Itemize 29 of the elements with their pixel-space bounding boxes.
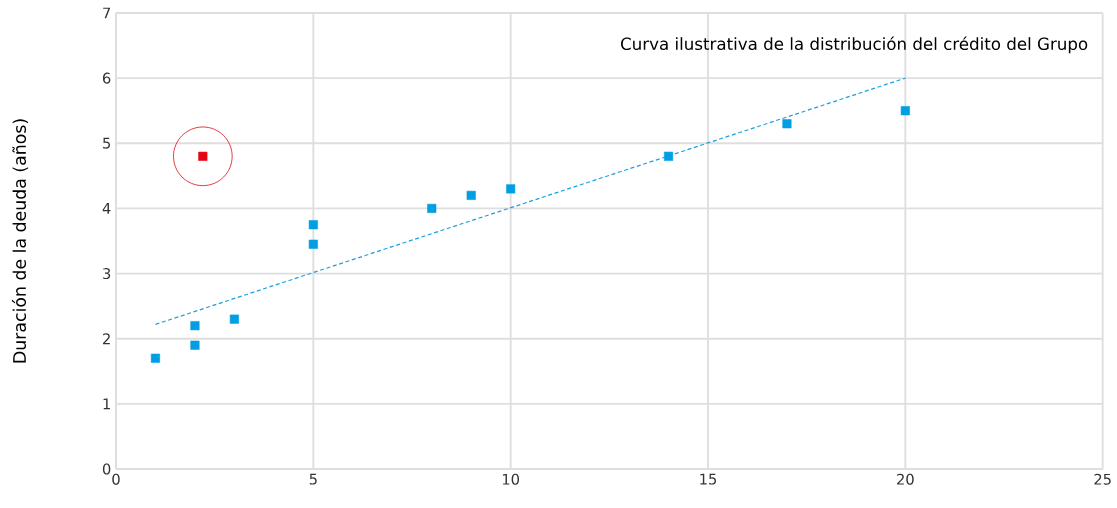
y-axis-title: Duración de la deuda (años) bbox=[11, 119, 29, 363]
point bbox=[173, 126, 233, 187]
x-tick-label: 20 bbox=[897, 473, 914, 485]
point bbox=[150, 353, 161, 363]
point bbox=[664, 151, 674, 161]
point bbox=[900, 106, 910, 116]
point bbox=[782, 119, 792, 129]
x-tick-label: 15 bbox=[700, 473, 717, 485]
point bbox=[229, 314, 239, 324]
x-tick-label: 5 bbox=[309, 473, 317, 485]
point bbox=[466, 190, 476, 200]
point bbox=[506, 184, 516, 194]
x-tick-label: 10 bbox=[502, 473, 520, 485]
point bbox=[190, 340, 200, 350]
y-tick-label: 4 bbox=[102, 203, 111, 214]
point bbox=[308, 239, 318, 249]
y-tick-label: 0 bbox=[102, 463, 111, 475]
y-tick-label: 5 bbox=[103, 137, 111, 149]
point bbox=[190, 321, 200, 331]
text: Curva ilustrativa de la distribución del crédito del Grupo bbox=[621, 36, 1088, 54]
x-tick-label: 25 bbox=[1094, 473, 1111, 485]
y-tick-label: 6 bbox=[102, 72, 111, 84]
y-tick-label: 7 bbox=[103, 7, 111, 19]
y-tick-label: 3 bbox=[103, 268, 111, 280]
point bbox=[427, 203, 437, 213]
x-tick-label: 0 bbox=[112, 473, 120, 485]
y-tick-label: 2 bbox=[103, 333, 110, 345]
point bbox=[308, 220, 318, 230]
y-tick-label: 1 bbox=[103, 398, 110, 410]
